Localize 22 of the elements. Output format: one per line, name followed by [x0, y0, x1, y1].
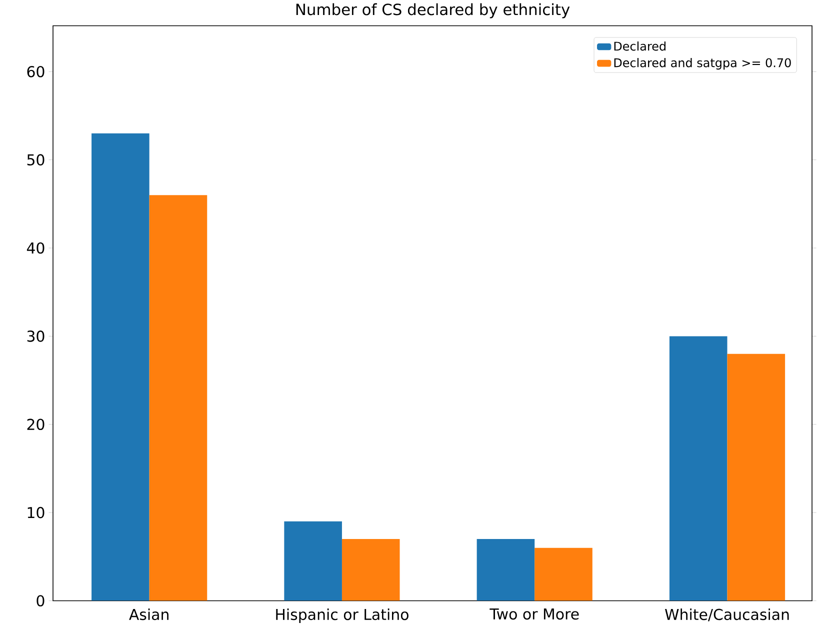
y-tick-label: 20 — [27, 418, 44, 430]
bar — [727, 354, 786, 601]
y-tick-label: 30 — [27, 330, 44, 342]
x-tick-label: Asian — [129, 608, 168, 620]
chart-title: Number of CS declared by ethnicity — [296, 3, 570, 18]
bar — [669, 336, 728, 601]
bar — [284, 522, 342, 601]
y-tick-label: 50 — [27, 154, 44, 166]
y-tick-label: 40 — [26, 242, 44, 254]
x-tick-label: White/Caucasian — [665, 608, 789, 622]
bar — [534, 548, 592, 601]
x-tick-label: Hispanic or Latino — [276, 608, 408, 624]
bar — [92, 133, 150, 601]
legend-label: Declared — [614, 42, 666, 51]
bar — [476, 539, 535, 601]
y-tick-label: 60 — [27, 66, 44, 78]
x-tick-label: Two or More — [490, 608, 579, 620]
bar — [149, 195, 208, 601]
y-tick-label: 0 — [36, 595, 44, 607]
legend-label: Declared and satgpa >= 0.70 — [614, 58, 791, 70]
bar — [342, 539, 400, 601]
y-tick-label: 10 — [28, 507, 44, 518]
